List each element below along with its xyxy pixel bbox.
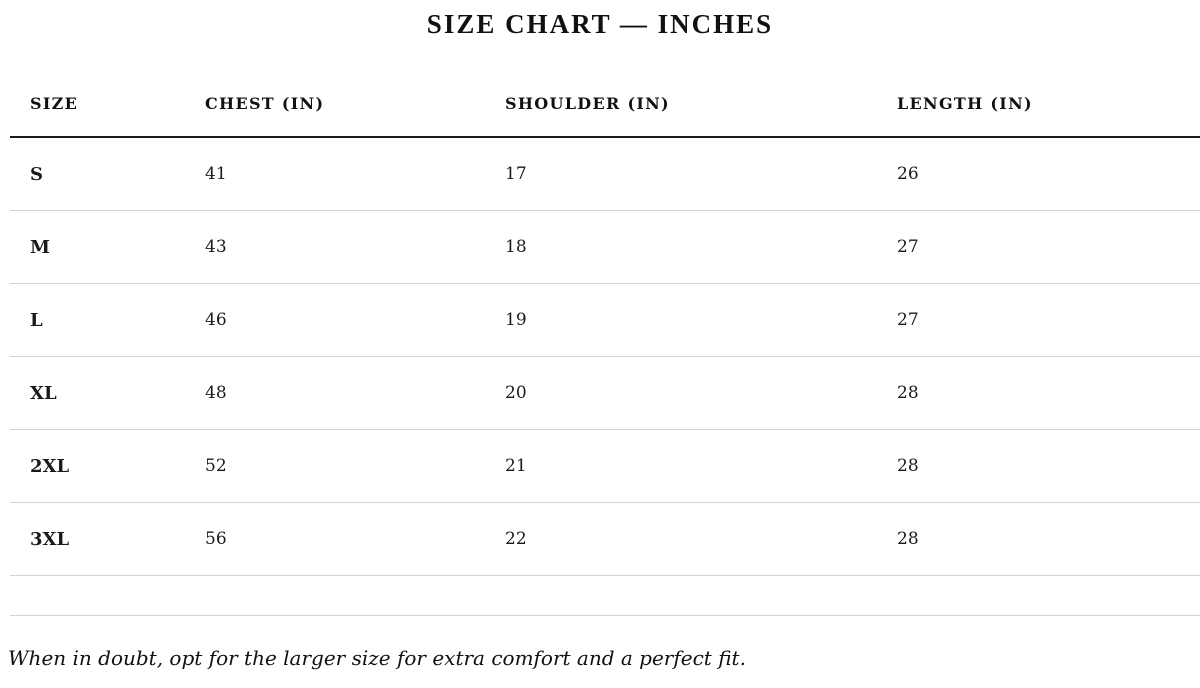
length-cell: 28: [877, 356, 1200, 430]
footer-divider: [10, 615, 1200, 616]
table-header: SIZE CHEST (IN) SHOULDER (IN) LENGTH (IN…: [10, 70, 1200, 138]
chest-cell: 56: [185, 502, 485, 576]
size-cell: L: [10, 283, 185, 357]
chest-cell: 52: [185, 429, 485, 503]
shoulder-cell: 22: [485, 502, 877, 576]
length-cell: 28: [877, 502, 1200, 576]
length-cell: 28: [877, 429, 1200, 503]
table-row: 2XL 52 21 28: [10, 429, 1200, 503]
size-cell: S: [10, 137, 185, 211]
shoulder-cell: 18: [485, 210, 877, 284]
shoulder-cell: 17: [485, 137, 877, 211]
column-header-size: SIZE: [10, 70, 185, 138]
shoulder-cell: 20: [485, 356, 877, 430]
column-header-shoulder: SHOULDER (IN): [485, 70, 877, 138]
size-chart-table: SIZE CHEST (IN) SHOULDER (IN) LENGTH (IN…: [10, 70, 1200, 576]
length-cell: 27: [877, 283, 1200, 357]
chest-cell: 46: [185, 283, 485, 357]
header-row: SIZE CHEST (IN) SHOULDER (IN) LENGTH (IN…: [10, 70, 1200, 138]
table-body: S 41 17 26 M 43 18 27 L 46 19 27 XL 48 2…: [10, 137, 1200, 576]
table-row: S 41 17 26: [10, 137, 1200, 211]
column-header-chest: CHEST (IN): [185, 70, 485, 138]
size-cell: XL: [10, 356, 185, 430]
table-row: XL 48 20 28: [10, 356, 1200, 430]
table-row: M 43 18 27: [10, 210, 1200, 284]
chest-cell: 41: [185, 137, 485, 211]
length-cell: 27: [877, 210, 1200, 284]
length-cell: 26: [877, 137, 1200, 211]
chest-cell: 48: [185, 356, 485, 430]
shoulder-cell: 21: [485, 429, 877, 503]
table-row: L 46 19 27: [10, 283, 1200, 357]
column-header-length: LENGTH (IN): [877, 70, 1200, 138]
table-row: 3XL 56 22 28: [10, 502, 1200, 576]
shoulder-cell: 19: [485, 283, 877, 357]
page-title: SIZE CHART — INCHES: [426, 9, 774, 39]
size-cell: M: [10, 210, 185, 284]
fit-advice-note: When in doubt, opt for the larger size f…: [8, 646, 746, 670]
size-cell: 3XL: [10, 502, 185, 576]
chest-cell: 43: [185, 210, 485, 284]
size-cell: 2XL: [10, 429, 185, 503]
